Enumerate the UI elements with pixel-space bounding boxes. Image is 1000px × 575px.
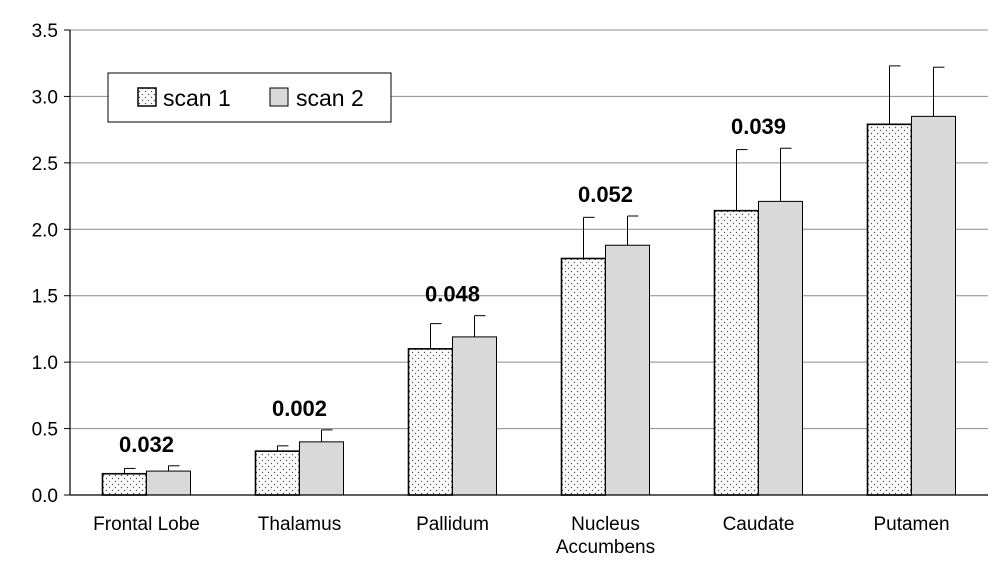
x-category-label: Frontal Lobe <box>93 514 200 535</box>
legend-label-scan-2: scan 2 <box>296 85 364 111</box>
bar-scan-1 <box>866 123 913 496</box>
p-value-label: 0.048 <box>425 282 480 307</box>
legend: scan 1 scan 2 <box>107 72 392 123</box>
x-category-label-line: Frontal Lobe <box>93 514 200 535</box>
y-tick-label: 0.0 <box>32 486 58 507</box>
bar-scan-2 <box>452 336 497 496</box>
legend-swatch-scan-2 <box>269 87 289 107</box>
bars <box>101 115 956 496</box>
x-category-label-line: Thalamus <box>258 514 341 535</box>
bar-scan-2 <box>758 200 803 496</box>
error-bars <box>124 65 945 474</box>
bar-scan-1 <box>713 209 760 496</box>
y-tick-label: 1.5 <box>32 287 58 308</box>
y-tick-label: 2.5 <box>32 154 58 175</box>
bar-scan-1 <box>407 348 454 496</box>
bar-scan-2 <box>911 115 956 496</box>
x-category-label: Putamen <box>873 514 949 535</box>
p-value-label: 0.052 <box>578 182 633 207</box>
y-tick-label: 3.0 <box>32 87 58 108</box>
y-axis-ticks: 0.0 0.5 1.0 1.5 2.0 2.5 3.0 3.5 <box>32 21 70 507</box>
legend-swatch-scan-1 <box>137 87 157 107</box>
bar-scan-1 <box>560 257 607 496</box>
axes <box>69 30 988 496</box>
p-value-annotations: 0.032 0.002 0.048 0.052 0.039 <box>119 114 786 457</box>
p-value-label: 0.039 <box>731 114 786 139</box>
x-category-label-line: Caudate <box>723 514 795 535</box>
x-category-label: Nucleus Accumbens <box>556 514 655 558</box>
bar-scan-2 <box>605 244 650 496</box>
p-value-label: 0.032 <box>119 432 174 457</box>
x-axis-labels: Frontal Lobe Thalamus Pallidum Nucleus Accum… <box>93 514 949 558</box>
x-category-label: Caudate <box>723 514 795 535</box>
bar-scan-1 <box>254 450 301 496</box>
x-category-label-line: Nucleus <box>571 514 640 535</box>
y-tick-label: 1.0 <box>32 353 58 374</box>
x-category-label-line: Accumbens <box>556 537 655 558</box>
x-category-label-line: Pallidum <box>416 514 489 535</box>
bar-scan-2 <box>299 441 344 496</box>
x-category-label-line: Putamen <box>873 514 949 535</box>
bar-scan-2 <box>146 470 191 496</box>
legend-label-scan-1: scan 1 <box>163 85 231 111</box>
y-tick-label: 3.5 <box>32 21 58 42</box>
x-category-label: Thalamus <box>258 514 341 535</box>
x-category-label: Pallidum <box>416 514 489 535</box>
bar-scan-1 <box>101 472 148 496</box>
y-tick-label: 0.5 <box>32 420 58 441</box>
p-value-label: 0.002 <box>272 396 327 421</box>
y-tick-label: 2.0 <box>32 220 58 241</box>
